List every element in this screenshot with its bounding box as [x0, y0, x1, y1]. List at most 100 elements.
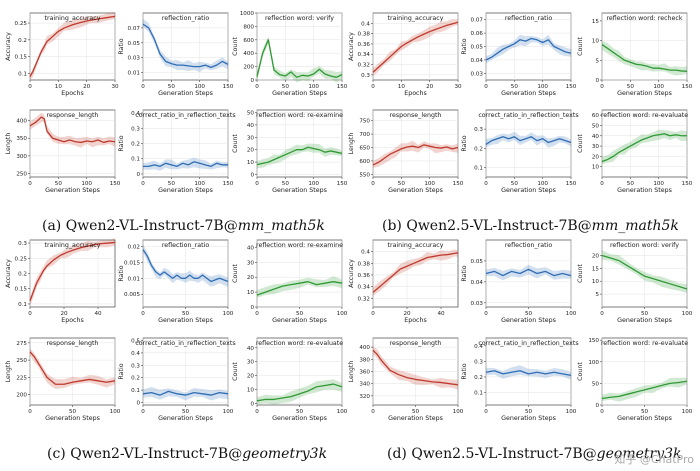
- y-axis-label: Count: [577, 264, 584, 283]
- plot-area: [485, 109, 572, 178]
- y-tick-label: 0.07: [128, 26, 141, 32]
- x-tick-label: 150: [682, 84, 693, 90]
- subplot: 0 50 100 150 0 0.1 0.2 0.3 0.4correct_ratio_in_r…: [118, 109, 236, 194]
- subplot: 0 50 100 150 0 5 10 15 reflection word: recheck G…: [577, 12, 693, 97]
- x-axis-label: Generation Steps: [158, 415, 213, 422]
- caption-main: (b) Qwen2.5-VL-Instruct-7B@: [382, 218, 592, 234]
- x-tick-label: 150: [223, 181, 234, 187]
- chart-title: reflection word: recheck: [606, 15, 682, 22]
- series-line: [143, 161, 228, 167]
- series-band: [602, 40, 687, 76]
- y-tick-label: 0.15: [15, 287, 28, 293]
- y-tick-label: 0: [250, 305, 254, 311]
- x-axis-label: Generation Steps: [501, 317, 556, 324]
- caption-main: (a) Qwen2-VL-Instruct-7B@: [42, 218, 238, 234]
- x-tick-label: 0: [484, 181, 488, 187]
- y-tick-label: 0.32: [358, 63, 370, 69]
- x-tick-label: 30: [454, 84, 462, 90]
- x-tick-label: 50: [168, 181, 176, 187]
- y-tick-label: 0.04: [471, 58, 484, 64]
- series-band: [30, 11, 115, 81]
- plot-area: [372, 239, 459, 308]
- y-tick-label: 0.05: [471, 259, 484, 265]
- y-axis-label: Count: [232, 264, 239, 283]
- y-tick-label: 0.06: [471, 31, 484, 37]
- x-tick-label: 50: [641, 311, 649, 317]
- caption-sub: geometry3k: [596, 446, 682, 462]
- x-axis-label: Generation Steps: [388, 187, 443, 194]
- y-tick-label: 0.3: [361, 73, 370, 79]
- x-tick-label: 100: [537, 84, 548, 90]
- y-tick-label: 600: [243, 38, 254, 44]
- series-band: [30, 112, 115, 148]
- y-tick-label: 0.34: [358, 285, 371, 291]
- subplot: 0 50 100 0.03 0.04 0.05 reflection_ratio Genera…: [461, 239, 577, 324]
- y-tick-label: 20: [592, 154, 600, 160]
- series-line: [372, 144, 459, 166]
- x-tick-label: 50: [627, 84, 635, 90]
- y-axis-label: Ratio: [118, 38, 125, 54]
- x-tick-label: 0: [484, 84, 488, 90]
- x-axis-label: Epochs: [404, 90, 427, 97]
- x-tick-label: 50: [282, 84, 290, 90]
- x-axis-label: Generation Steps: [272, 317, 327, 324]
- series-band: [602, 129, 687, 165]
- subplot: 0 50 100 150 10 20 30 40 50 60 reflection word: re…: [577, 109, 693, 194]
- y-tick-label: 40: [247, 245, 255, 251]
- series-line: [601, 133, 687, 163]
- y-axis-label: Count: [577, 362, 584, 381]
- y-tick-label: 0.25: [15, 256, 28, 262]
- series-line: [256, 39, 343, 78]
- y-tick-label: 15: [592, 19, 600, 25]
- y-tick-label: 650: [359, 146, 370, 152]
- x-tick-label: 50: [168, 84, 176, 90]
- y-tick-label: 0.1: [18, 302, 27, 308]
- chart-title: reflection word: re-examine: [256, 112, 343, 119]
- x-tick-label: 150: [223, 84, 234, 90]
- y-tick-label: 340: [359, 382, 370, 388]
- series-band: [143, 387, 228, 401]
- subplot: 0 20 40 0.32 0.34 0.36 0.38 0.4 training_accurac…: [348, 239, 459, 324]
- y-tick-label: 0.015: [124, 260, 140, 266]
- x-tick-label: 100: [566, 409, 577, 415]
- y-tick-label: 0.005: [124, 292, 140, 298]
- series-line: [142, 249, 229, 283]
- series-line: [372, 21, 459, 73]
- series-line: [601, 380, 688, 400]
- x-axis-label: Generation Steps: [617, 415, 672, 422]
- y-tick-label: 0.36: [358, 42, 371, 48]
- y-tick-label: 0.34: [358, 52, 371, 58]
- x-tick-label: 0: [28, 181, 32, 187]
- y-tick-label: 320: [359, 394, 370, 400]
- x-tick-label: 50: [525, 311, 533, 317]
- chart-title: correct_ratio_in_reflection_texts: [478, 112, 578, 119]
- x-axis-label: Generation Steps: [272, 415, 327, 422]
- x-axis-label: Generation Steps: [617, 317, 672, 324]
- y-tick-label: 600: [359, 159, 370, 165]
- y-tick-label: 0.01: [128, 276, 141, 282]
- x-tick-label: 0: [600, 84, 604, 90]
- x-tick-label: 50: [627, 181, 635, 187]
- x-tick-label: 50: [55, 181, 63, 187]
- y-tick-label: 50: [592, 123, 600, 129]
- series-line: [485, 370, 572, 377]
- x-tick-label: 100: [682, 311, 693, 317]
- x-tick-label: 40: [94, 311, 102, 317]
- plot-area: [601, 12, 688, 81]
- x-tick-label: 150: [566, 181, 577, 187]
- x-axis-label: Generation Steps: [158, 187, 213, 194]
- y-tick-label: 0.1: [474, 391, 483, 397]
- chart-title: response_length: [390, 340, 442, 347]
- y-axis-label: Count: [577, 37, 584, 56]
- x-tick-label: 20: [403, 311, 411, 317]
- y-tick-label: 300: [16, 154, 27, 160]
- y-tick-label: 0: [250, 173, 254, 179]
- subplot: 0 50 100 150 0.1 0.2 0.3 correct_ratio_in_refle…: [461, 109, 579, 194]
- x-tick-label: 100: [537, 181, 548, 187]
- subplot: 0 50 100 320 340 360 380 400 response_length Gene…: [348, 337, 464, 422]
- subplot: 0 10 20 30 0.1 0.15 0.2 0.25 training_accuracy Ep…: [5, 11, 119, 97]
- plot-area: [372, 109, 459, 178]
- x-tick-label: 0: [255, 181, 259, 187]
